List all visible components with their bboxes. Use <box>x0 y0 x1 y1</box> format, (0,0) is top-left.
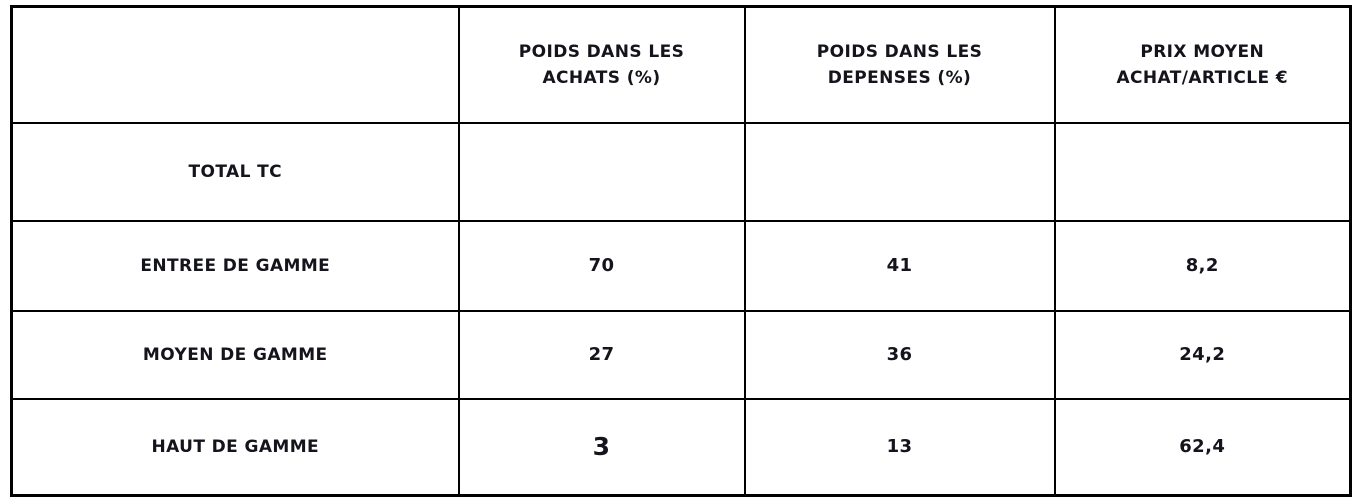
cell-prix-moyen: 8,2 <box>1053 219 1352 312</box>
cell-value: 62,4 <box>1179 436 1226 458</box>
table-row-total-tc: TOTAL TC <box>10 121 1352 222</box>
cell-poids-depenses: 41 <box>743 219 1056 312</box>
row-label-cell: MOYEN DE GAMME <box>10 309 460 400</box>
table-row-moyen-de-gamme: MOYEN DE GAMME 27 36 24,2 <box>10 309 1352 400</box>
col-header-prix-moyen-line2: ACHAT/ARTICLE € <box>1116 67 1289 88</box>
cell-value: 41 <box>886 255 913 276</box>
row-label: TOTAL TC <box>188 161 282 182</box>
table-header-row: POIDS DANS LES ACHATS (%) POIDS DANS LES… <box>10 5 1352 124</box>
col-header-poids-depenses-line1: POIDS DANS LES <box>816 41 983 62</box>
cell-poids-achats <box>457 121 746 222</box>
cell-value: 3 <box>592 432 611 462</box>
row-label: MOYEN DE GAMME <box>142 344 328 365</box>
col-header-poids-depenses: POIDS DANS LES DEPENSES (%) <box>743 5 1056 124</box>
cell-value: 36 <box>886 344 913 365</box>
col-header-poids-achats: POIDS DANS LES ACHATS (%) <box>457 5 746 124</box>
row-label-cell: TOTAL TC <box>10 121 460 222</box>
cell-prix-moyen <box>1053 121 1352 222</box>
cell-value: 13 <box>886 436 913 458</box>
cell-value: 27 <box>588 344 615 365</box>
col-header-poids-achats-line1: POIDS DANS LES <box>518 41 685 62</box>
cell-value: 70 <box>588 255 615 276</box>
col-header-empty <box>10 5 460 124</box>
col-header-prix-moyen: PRIX MOYEN ACHAT/ARTICLE € <box>1053 5 1352 124</box>
col-header-prix-moyen-line1: PRIX MOYEN <box>1140 41 1265 62</box>
cell-prix-moyen: 24,2 <box>1053 309 1352 400</box>
cell-value: 24,2 <box>1179 344 1226 365</box>
table-row-haut-de-gamme: HAUT DE GAMME 3 13 62,4 <box>10 397 1352 497</box>
col-header-poids-depenses-line2: DEPENSES (%) <box>827 67 972 88</box>
row-label-cell: HAUT DE GAMME <box>10 397 460 497</box>
cell-poids-achats: 27 <box>457 309 746 400</box>
cell-prix-moyen: 62,4 <box>1053 397 1352 497</box>
row-label: HAUT DE GAMME <box>151 436 320 457</box>
row-label-cell: ENTREE DE GAMME <box>10 219 460 312</box>
cell-poids-depenses <box>743 121 1056 222</box>
cell-poids-depenses: 36 <box>743 309 1056 400</box>
pricing-tier-table: POIDS DANS LES ACHATS (%) POIDS DANS LES… <box>10 5 1352 497</box>
table-row-entree-de-gamme: ENTREE DE GAMME 70 41 8,2 <box>10 219 1352 312</box>
col-header-poids-achats-line2: ACHATS (%) <box>542 67 661 88</box>
cell-value: 8,2 <box>1185 255 1219 276</box>
row-label: ENTREE DE GAMME <box>140 255 331 276</box>
cell-poids-depenses: 13 <box>743 397 1056 497</box>
cell-poids-achats: 70 <box>457 219 746 312</box>
cell-poids-achats: 3 <box>457 397 746 497</box>
pricing-tier-table-container: POIDS DANS LES ACHATS (%) POIDS DANS LES… <box>10 5 1352 497</box>
